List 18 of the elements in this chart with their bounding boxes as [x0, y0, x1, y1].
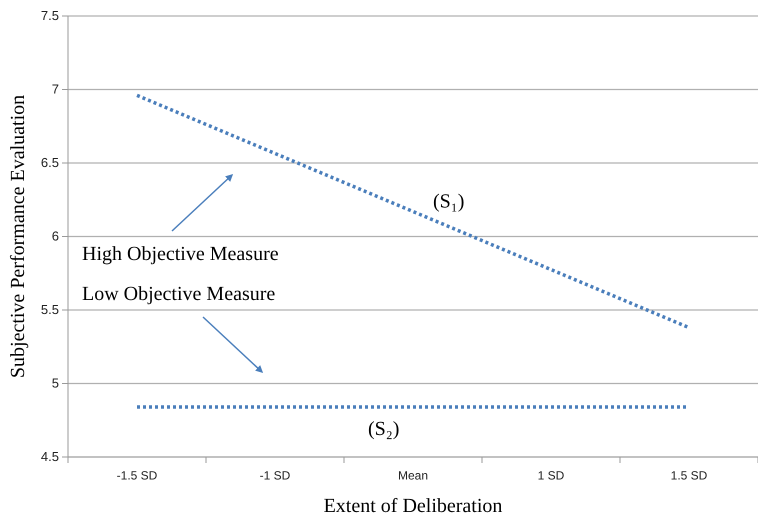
x-tick-label: 1.5 SD	[670, 468, 708, 483]
x-tick-label: 1 SD	[538, 468, 565, 483]
y-axis-title: Subjective Performance Evaluation	[7, 94, 29, 378]
y-tick-label: 5.5	[40, 302, 59, 318]
annotation: High Objective Measure	[82, 243, 279, 265]
x-tick-label: -1.5 SD	[116, 468, 158, 483]
y-tick-label: 5	[52, 376, 59, 391]
annotation: Low Objective Measure	[82, 283, 276, 305]
y-tick-label: 4.5	[40, 449, 59, 464]
y-tick-label: 6.5	[40, 155, 59, 170]
y-tick-label: 6	[52, 228, 59, 244]
series-label: (S₁)	[433, 190, 464, 213]
y-tick-label: 7	[52, 82, 59, 97]
x-tick-label: -1 SD	[260, 468, 291, 483]
x-axis-title: Extent of Deliberation	[324, 495, 502, 517]
x-tick-label: Mean	[398, 468, 428, 483]
series-label: (S₂)	[368, 418, 400, 440]
y-tick-label: 7.5	[40, 8, 59, 24]
